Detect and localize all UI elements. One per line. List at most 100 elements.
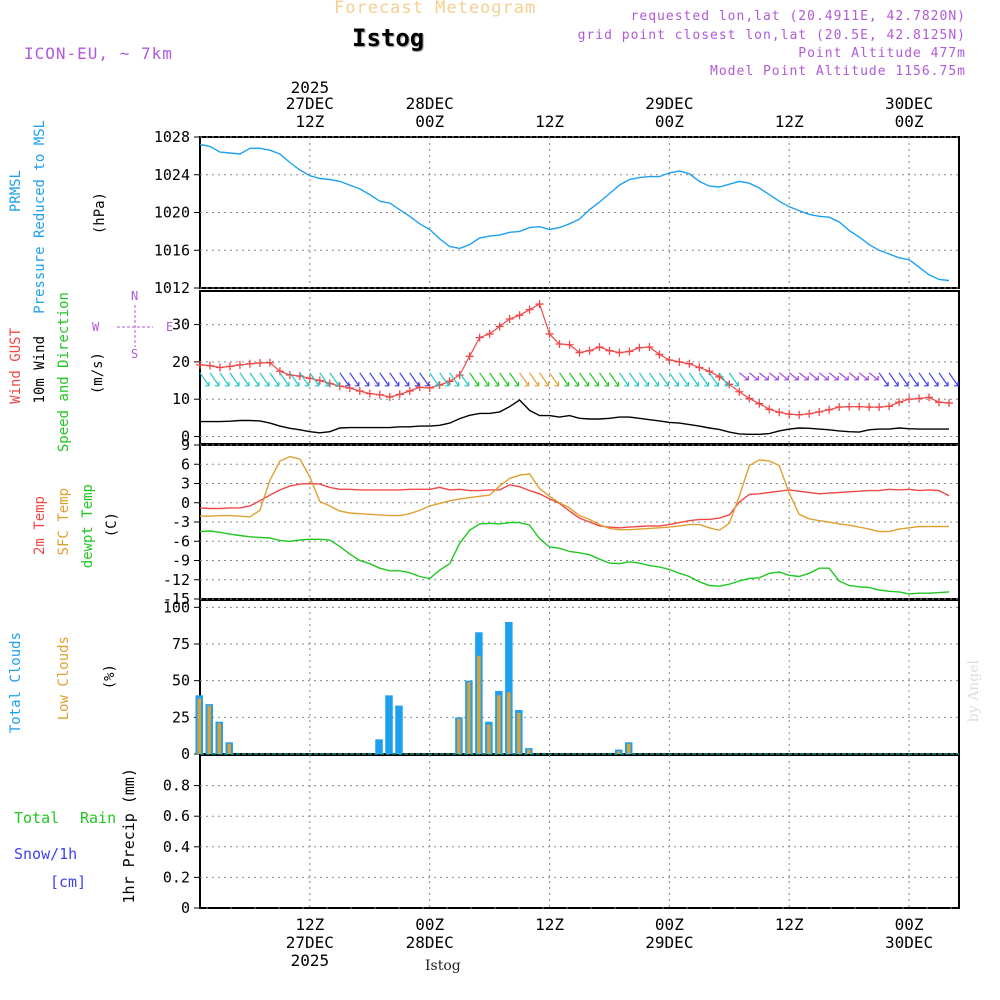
- wind-arrow-head: [824, 375, 829, 381]
- lcc-bar: [497, 695, 501, 754]
- wind-arrow-head: [804, 375, 809, 381]
- gust-marker: [615, 348, 624, 357]
- wind-arrow-head: [434, 381, 440, 387]
- wind-arrow-head: [934, 381, 939, 387]
- wind-arrow-head: [944, 381, 949, 387]
- gust-marker: [345, 384, 354, 393]
- wind-arrow-head: [734, 381, 739, 387]
- wind-arrow: [429, 372, 440, 387]
- wind-arrow-head: [634, 381, 640, 387]
- wind-arrow: [289, 372, 300, 387]
- wind-arrow: [938, 372, 949, 387]
- wind-arrow-head: [704, 381, 709, 387]
- wind-arrow: [219, 372, 230, 387]
- wind-arrow: [499, 372, 510, 387]
- rain-word-label: Rain: [80, 809, 117, 827]
- bottom-axis-hour: 12Z: [295, 915, 324, 934]
- gust-marker: [925, 393, 934, 402]
- wind-arrow: [329, 372, 340, 387]
- wind-arrow-head: [224, 381, 230, 387]
- wind-arrow: [948, 372, 959, 387]
- gust-marker: [745, 394, 754, 403]
- gust-marker: [825, 405, 834, 414]
- gust-marker: [695, 363, 704, 372]
- wind-arrow-head: [424, 381, 430, 387]
- ytick-label-p5: 0.8: [163, 777, 190, 795]
- wind-arrow: [349, 372, 360, 387]
- lcc-bar: [477, 655, 481, 754]
- wind-arrow-head: [624, 381, 630, 387]
- wind-arrow: [409, 372, 420, 387]
- wind-arrow-head: [205, 381, 210, 387]
- top-axis-date: 30DEC: [885, 94, 933, 113]
- wind-arrow: [808, 372, 819, 381]
- ytick-label-p5: 0.4: [163, 838, 190, 856]
- wind-arrow: [718, 372, 729, 387]
- wind-arrow-head: [214, 381, 220, 387]
- gust-marker: [485, 329, 494, 338]
- wind-arrow-head: [774, 375, 779, 381]
- wind-arrow: [369, 372, 380, 387]
- gust-line: [199, 303, 950, 416]
- tcc-bar: [375, 739, 383, 754]
- wind-arrow: [878, 372, 889, 387]
- ytick-label-p5: 0: [181, 899, 190, 917]
- wind-arrow-head: [544, 381, 550, 387]
- wind-arrow-head: [484, 381, 490, 387]
- gust-marker: [435, 381, 444, 390]
- top-axis-year: 2025: [291, 78, 330, 97]
- wind-arrow-head: [754, 375, 759, 381]
- gust-marker: [905, 395, 914, 404]
- top-axis-hour: 00Z: [655, 112, 684, 131]
- wind-arrow-head: [274, 381, 280, 387]
- wind-arrow: [249, 372, 260, 387]
- ytick-label-p4: 100: [163, 598, 190, 616]
- wind-arrow: [678, 372, 689, 387]
- gust-marker: [245, 359, 254, 368]
- wind-arrow: [559, 372, 570, 387]
- lcc-bar: [616, 751, 621, 754]
- wind-arrow: [299, 372, 310, 387]
- gust-marker: [655, 350, 664, 359]
- ytick-label-p3: 6: [181, 455, 190, 473]
- gust-marker: [515, 311, 524, 320]
- gust-marker: [315, 376, 324, 385]
- wind-arrow: [788, 372, 799, 381]
- wind-arrow: [549, 372, 560, 387]
- wind-arrow-head: [404, 381, 410, 387]
- place-name: Istog: [352, 24, 425, 52]
- ytick-label-p4: 75: [172, 635, 190, 653]
- wind-arrow: [539, 372, 550, 387]
- snow-label: Snow/1h: [14, 845, 78, 863]
- wind-arrow: [379, 372, 390, 387]
- wind-arrow-head: [394, 381, 400, 387]
- gust-marker: [355, 387, 364, 396]
- wind-arrow: [519, 372, 530, 387]
- gust-marker: [285, 370, 294, 379]
- gust-marker: [855, 402, 864, 411]
- wind-arrow: [588, 372, 599, 387]
- gust-marker: [255, 359, 264, 368]
- wind-arrow: [918, 372, 929, 387]
- wind-arrow-head: [564, 381, 570, 387]
- ytick-label-p3: 3: [181, 475, 190, 493]
- gust-marker: [565, 340, 574, 349]
- lcc-bar: [197, 698, 201, 754]
- bottom-axis-year: 2025: [291, 951, 330, 970]
- wind-arrow-head: [494, 381, 500, 387]
- wind-arrow-head: [694, 381, 699, 387]
- wind-arrow: [579, 372, 589, 387]
- gust-marker: [785, 410, 794, 419]
- wind-arrow-head: [614, 381, 620, 387]
- wind-arrow: [868, 372, 879, 381]
- wind-arrow: [439, 372, 450, 387]
- gust-marker: [685, 359, 694, 368]
- tcc-bar: [505, 622, 513, 754]
- gust-marker: [755, 399, 764, 408]
- gust-marker: [865, 403, 874, 412]
- bottom-axis-hour: 00Z: [895, 915, 924, 934]
- gust-marker: [215, 363, 224, 372]
- ytick-label-p2: 20: [172, 353, 190, 371]
- wind-arrow: [858, 372, 869, 381]
- wind-arrow: [758, 372, 769, 381]
